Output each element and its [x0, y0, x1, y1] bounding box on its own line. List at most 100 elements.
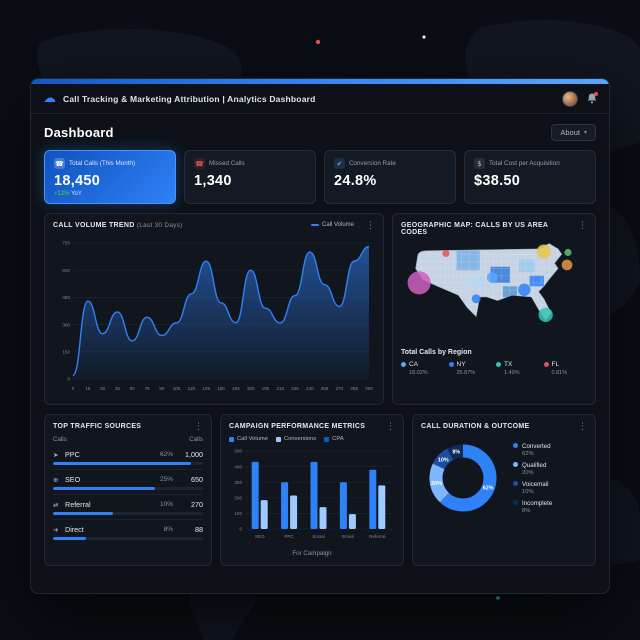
- about-label: About: [560, 128, 580, 137]
- source-pct: 62%: [159, 451, 173, 458]
- kpi-value: $38.50: [474, 173, 521, 189]
- svg-text:225: 225: [291, 386, 299, 391]
- cloud-logo-icon: ☁: [43, 91, 56, 106]
- svg-text:255: 255: [321, 386, 329, 391]
- geo-legend-item: TX 1.49%: [496, 361, 540, 376]
- ppc-cursor-icon: ➤: [53, 450, 59, 459]
- kpi-row: ☎ Total Calls (This Month) 18,450 +12% Yo…: [44, 150, 596, 204]
- traffic-row-seo: ⊕ SEO 25% 650: [53, 473, 203, 495]
- source-name: Direct: [65, 525, 84, 534]
- legend-label: Call Volume: [321, 222, 354, 228]
- legend-dot: [401, 362, 406, 367]
- outcome-value: 8%: [522, 507, 531, 514]
- card-menu-icon[interactable]: ⋮: [366, 221, 375, 231]
- svg-text:SEO: SEO: [255, 534, 265, 539]
- source-calls: 1,000: [185, 450, 203, 459]
- kpi-total-calls[interactable]: ☎ Total Calls (This Month) 18,450 +12% Yo…: [44, 150, 176, 204]
- app-header: ☁ Call Tracking & Marketing Attribution …: [31, 84, 609, 114]
- donut-legend-item: Voicemail 10%: [513, 480, 552, 495]
- card-menu-icon[interactable]: ⋮: [194, 422, 203, 432]
- source-name: SEO: [65, 475, 81, 484]
- about-dropdown[interactable]: About ▾: [551, 124, 596, 141]
- source-calls: 650: [191, 475, 203, 484]
- traffic-row-direct: ➔ Direct 8% 88: [53, 523, 203, 544]
- dollar-icon: $: [474, 158, 485, 169]
- app-title: Call Tracking & Marketing Attribution | …: [63, 93, 316, 104]
- svg-text:240: 240: [306, 386, 314, 391]
- legend-dot: [513, 442, 518, 448]
- svg-text:300: 300: [234, 480, 242, 485]
- progress-track: [53, 537, 203, 540]
- svg-text:300: 300: [365, 386, 373, 391]
- source-name: PPC: [65, 450, 80, 459]
- legend-swatch: [310, 224, 319, 226]
- svg-text:120: 120: [188, 386, 196, 391]
- window-accent-bar: [31, 79, 609, 84]
- donut-legend: Converted 62% Qualified 20% Voicemail 10%: [513, 442, 552, 514]
- svg-text:165: 165: [232, 386, 240, 391]
- kpi-label: Conversion Rate: [349, 160, 396, 167]
- svg-text:30: 30: [100, 386, 106, 391]
- legend-label: Conversions: [283, 436, 317, 442]
- progress-track: [53, 462, 203, 465]
- svg-text:Referral: Referral: [369, 534, 385, 539]
- svg-text:750: 750: [62, 241, 70, 246]
- card-title: Geographic Map: Calls by US Area Codes: [401, 222, 549, 236]
- region-name: CA: [409, 361, 419, 368]
- svg-text:300: 300: [62, 322, 70, 327]
- map-dot-teal: [496, 596, 500, 600]
- card-menu-icon[interactable]: ⋮: [578, 422, 587, 432]
- map-dot-white: [422, 35, 426, 39]
- svg-text:195: 195: [262, 386, 270, 391]
- legend-dot: [513, 480, 518, 486]
- svg-text:45: 45: [115, 386, 121, 391]
- progress-track: [53, 512, 203, 515]
- geo-legend: CA 18.02% NY 25.87% TX 1.49% FL 0.81%: [401, 361, 587, 376]
- direct-arrow-icon: ➔: [53, 525, 59, 534]
- us-area-codes-map: [407, 243, 573, 322]
- outcome-label: Voicemail: [522, 480, 549, 488]
- source-name: Referral: [65, 500, 91, 509]
- card-menu-icon[interactable]: ⋮: [386, 422, 395, 432]
- card-title: Call Duration & Outcome: [421, 423, 530, 430]
- progress-fill: [53, 512, 113, 515]
- geo-legend-item: CA 18.02%: [401, 361, 445, 376]
- svg-text:180: 180: [247, 386, 255, 391]
- svg-text:15: 15: [85, 386, 91, 391]
- kpi-value: 18,450: [54, 173, 101, 189]
- header-actions: [562, 90, 598, 107]
- legend-swatch: [275, 436, 281, 442]
- region-name: FL: [551, 361, 560, 368]
- svg-text:600: 600: [62, 268, 70, 273]
- svg-text:135: 135: [202, 386, 210, 391]
- region-value: 25.87%: [456, 370, 476, 376]
- svg-text:100: 100: [234, 511, 242, 516]
- outcome-label: Converted: [522, 442, 551, 450]
- card-subtitle: (Last 30 Days): [136, 222, 183, 229]
- outcome-value: 10%: [522, 488, 534, 495]
- chart-legend: Call Volume: [310, 222, 354, 228]
- kpi-cost-per-acquisition[interactable]: $ Total Cost per Acquisition $38.50: [464, 150, 596, 204]
- svg-text:150: 150: [62, 350, 70, 355]
- source-pct: 8%: [163, 526, 173, 533]
- traffic-row-referral: ⇄ Referral 10% 270: [53, 498, 203, 520]
- donut-legend-item: Qualified 20%: [513, 461, 552, 476]
- donut-legend-item: Converted 62%: [513, 442, 552, 457]
- legend-swatch: [324, 436, 330, 442]
- campaign-metrics-card: Campaign Performance Metrics ⋮ Call Volu…: [220, 414, 404, 566]
- card-menu-icon[interactable]: ⋮: [578, 221, 587, 231]
- kpi-value: 24.8%: [334, 173, 377, 189]
- notification-bell-icon[interactable]: [587, 92, 598, 104]
- user-avatar[interactable]: [562, 90, 578, 107]
- region-value: 1.49%: [504, 370, 520, 376]
- kpi-conversion-rate[interactable]: ✔ Conversion Rate 24.8%: [324, 150, 456, 204]
- svg-text:75: 75: [144, 386, 150, 391]
- svg-text:8%: 8%: [452, 450, 460, 456]
- legend-dot: [496, 362, 501, 367]
- kpi-missed-calls[interactable]: ☎ Missed Calls 1,340: [184, 150, 316, 204]
- call-outcome-card: Call Duration & Outcome ⋮ 62% 20% 10% 8% Co…: [412, 414, 596, 566]
- svg-text:400: 400: [234, 464, 242, 469]
- check-circle-icon: ✔: [334, 158, 345, 169]
- svg-text:Social: Social: [312, 534, 325, 539]
- chevron-down-icon: ▾: [583, 130, 587, 136]
